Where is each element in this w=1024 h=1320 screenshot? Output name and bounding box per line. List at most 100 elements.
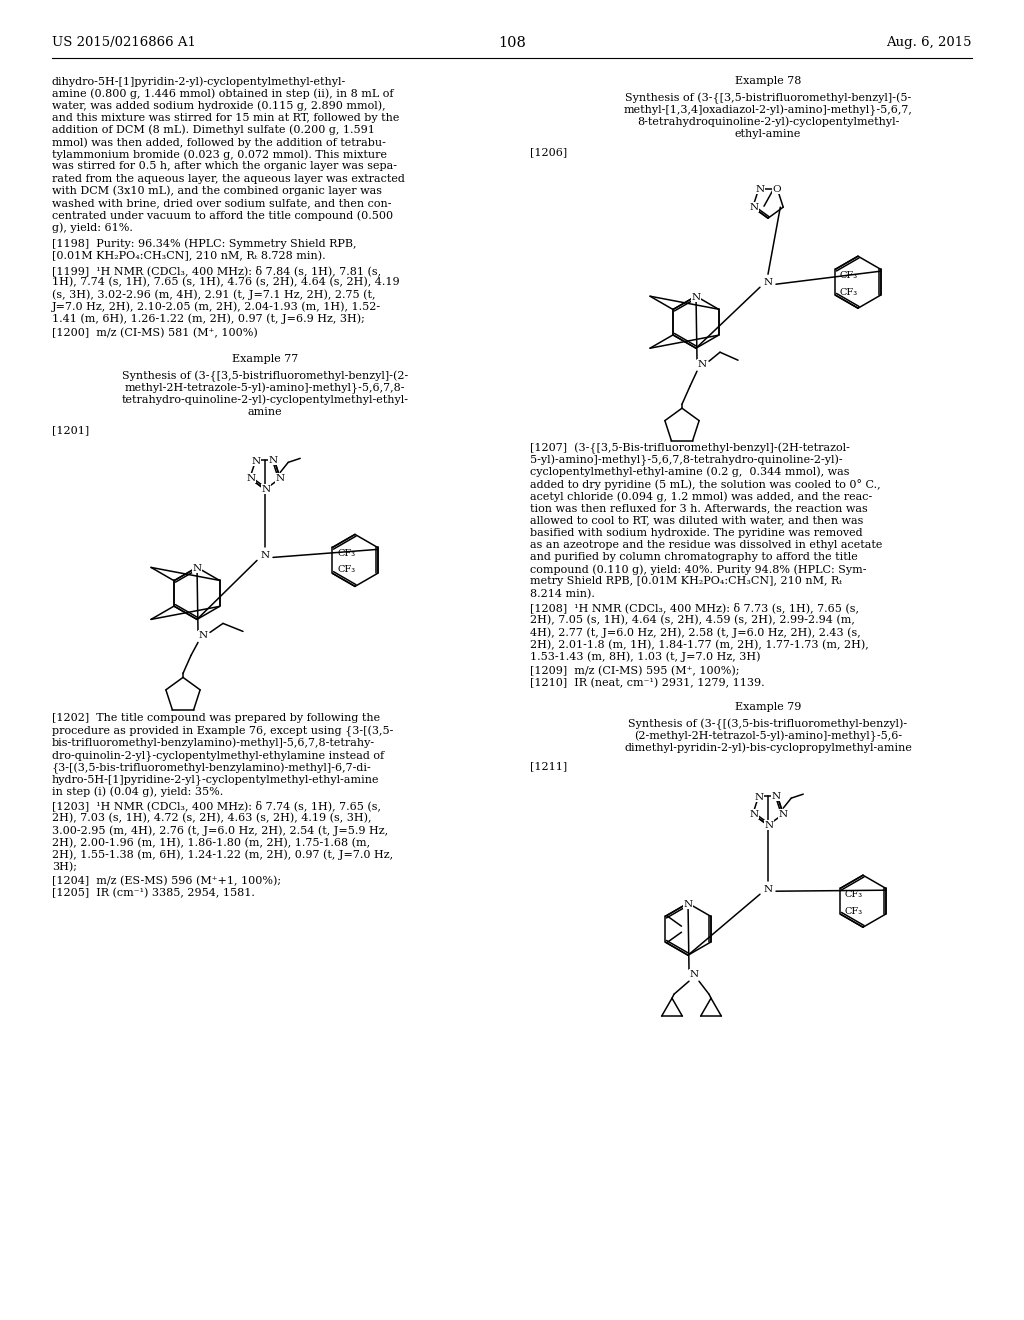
Text: CF₃: CF₃	[845, 890, 862, 899]
Text: 5-yl)-amino]-methyl}-5,6,7,8-tetrahydro-quinoline-2-yl)-: 5-yl)-amino]-methyl}-5,6,7,8-tetrahydro-…	[530, 454, 843, 466]
Text: N: N	[754, 793, 763, 801]
Text: N: N	[251, 457, 260, 466]
Text: N: N	[764, 884, 772, 894]
Text: Example 77: Example 77	[231, 354, 298, 364]
Text: 3H);: 3H);	[52, 862, 77, 873]
Text: g), yield: 61%.: g), yield: 61%.	[52, 222, 133, 232]
Text: Example 78: Example 78	[735, 77, 801, 86]
Text: Synthesis of (3-{[3,5-bistrifluoromethyl-benzyl]-(5-: Synthesis of (3-{[3,5-bistrifluoromethyl…	[625, 92, 911, 103]
Text: US 2015/0216866 A1: US 2015/0216866 A1	[52, 36, 196, 49]
Text: [1200]  m/z (CI-MS) 581 (M⁺, 100%): [1200] m/z (CI-MS) 581 (M⁺, 100%)	[52, 327, 258, 338]
Text: dihydro-5H-[1]pyridin-2-yl)-cyclopentylmethyl-ethyl-: dihydro-5H-[1]pyridin-2-yl)-cyclopentylm…	[52, 77, 346, 87]
Text: Synthesis of (3-{[3,5-bistrifluoromethyl-benzyl]-(2-: Synthesis of (3-{[3,5-bistrifluoromethyl…	[122, 371, 409, 381]
Text: added to dry pyridine (5 mL), the solution was cooled to 0° C.,: added to dry pyridine (5 mL), the soluti…	[530, 479, 881, 490]
Text: CF₃: CF₃	[845, 907, 862, 916]
Text: CF₃: CF₃	[840, 288, 858, 297]
Text: [0.01M KH₂PO₄:CH₃CN], 210 nM, Rₜ 8.728 min).: [0.01M KH₂PO₄:CH₃CN], 210 nM, Rₜ 8.728 m…	[52, 251, 326, 261]
Text: with DCM (3x10 mL), and the combined organic layer was: with DCM (3x10 mL), and the combined org…	[52, 186, 382, 197]
Text: N: N	[269, 455, 278, 465]
Text: 8.214 min).: 8.214 min).	[530, 589, 595, 599]
Text: compound (0.110 g), yield: 40%. Purity 94.8% (HPLC: Sym-: compound (0.110 g), yield: 40%. Purity 9…	[530, 564, 866, 574]
Text: N: N	[750, 809, 759, 818]
Text: [1203]  ¹H NMR (CDCl₃, 400 MHz): δ 7.74 (s, 1H), 7.65 (s,: [1203] ¹H NMR (CDCl₃, 400 MHz): δ 7.74 (…	[52, 801, 381, 812]
Text: [1202]  The title compound was prepared by following the: [1202] The title compound was prepared b…	[52, 713, 380, 723]
Text: [1198]  Purity: 96.34% (HPLC: Symmetry Shield RPB,: [1198] Purity: 96.34% (HPLC: Symmetry Sh…	[52, 239, 356, 249]
Text: dimethyl-pyridin-2-yl)-bis-cyclopropylmethyl-amine: dimethyl-pyridin-2-yl)-bis-cyclopropylme…	[624, 743, 912, 754]
Text: N: N	[193, 564, 202, 573]
Text: [1210]  IR (neat, cm⁻¹) 2931, 1279, 1139.: [1210] IR (neat, cm⁻¹) 2931, 1279, 1139.	[530, 678, 765, 688]
Text: 108: 108	[498, 36, 526, 50]
Text: [1209]  m/z (CI-MS) 595 (M⁺, 100%);: [1209] m/z (CI-MS) 595 (M⁺, 100%);	[530, 665, 739, 676]
Text: metry Shield RPB, [0.01M KH₂PO₄:CH₃CN], 210 nM, Rₜ: metry Shield RPB, [0.01M KH₂PO₄:CH₃CN], …	[530, 577, 842, 586]
Text: {3-[(3,5-bis-trifluoromethyl-benzylamino)-methyl]-6,7-di-: {3-[(3,5-bis-trifluoromethyl-benzylamino…	[52, 762, 372, 774]
Text: Example 79: Example 79	[735, 702, 801, 713]
Text: cyclopentylmethyl-ethyl-amine (0.2 g,  0.344 mmol), was: cyclopentylmethyl-ethyl-amine (0.2 g, 0.…	[530, 466, 850, 477]
Text: [1206]: [1206]	[530, 147, 567, 157]
Text: CF₃: CF₃	[840, 271, 858, 280]
Text: tylammonium bromide (0.023 g, 0.072 mmol). This mixture: tylammonium bromide (0.023 g, 0.072 mmol…	[52, 149, 387, 160]
Text: [1205]  IR (cm⁻¹) 3385, 2954, 1581.: [1205] IR (cm⁻¹) 3385, 2954, 1581.	[52, 888, 255, 899]
Text: N: N	[246, 474, 255, 483]
Text: hydro-5H-[1]pyridine-2-yl}-cyclopentylmethyl-ethyl-amine: hydro-5H-[1]pyridine-2-yl}-cyclopentylme…	[52, 775, 380, 785]
Text: procedure as provided in Example 76, except using {3-[(3,5-: procedure as provided in Example 76, exc…	[52, 726, 393, 737]
Text: water, was added sodium hydroxide (0.115 g, 2.890 mmol),: water, was added sodium hydroxide (0.115…	[52, 100, 386, 111]
Text: allowed to cool to RT, was diluted with water, and then was: allowed to cool to RT, was diluted with …	[530, 515, 863, 525]
Text: N: N	[697, 360, 707, 368]
Text: and this mixture was stirred for 15 min at RT, followed by the: and this mixture was stirred for 15 min …	[52, 112, 399, 123]
Text: 8-tetrahydroquinoline-2-yl)-cyclopentylmethyl-: 8-tetrahydroquinoline-2-yl)-cyclopentylm…	[637, 116, 899, 127]
Text: 1.41 (m, 6H), 1.26-1.22 (m, 2H), 0.97 (t, J=6.9 Hz, 3H);: 1.41 (m, 6H), 1.26-1.22 (m, 2H), 0.97 (t…	[52, 314, 365, 325]
Text: amine (0.800 g, 1.446 mmol) obtained in step (ii), in 8 mL of: amine (0.800 g, 1.446 mmol) obtained in …	[52, 88, 393, 99]
Text: methyl-2H-tetrazole-5-yl)-amino]-methyl}-5,6,7,8-: methyl-2H-tetrazole-5-yl)-amino]-methyl}…	[125, 383, 406, 393]
Text: 1.53-1.43 (m, 8H), 1.03 (t, J=7.0 Hz, 3H): 1.53-1.43 (m, 8H), 1.03 (t, J=7.0 Hz, 3H…	[530, 652, 761, 663]
Text: basified with sodium hydroxide. The pyridine was removed: basified with sodium hydroxide. The pyri…	[530, 528, 862, 537]
Text: 3.00-2.95 (m, 4H), 2.76 (t, J=6.0 Hz, 2H), 2.54 (t, J=5.9 Hz,: 3.00-2.95 (m, 4H), 2.76 (t, J=6.0 Hz, 2H…	[52, 825, 388, 836]
Text: as an azeotrope and the residue was dissolved in ethyl acetate: as an azeotrope and the residue was diss…	[530, 540, 883, 550]
Text: 2H), 7.05 (s, 1H), 4.64 (s, 2H), 4.59 (s, 2H), 2.99-2.94 (m,: 2H), 7.05 (s, 1H), 4.64 (s, 2H), 4.59 (s…	[530, 615, 855, 626]
Text: and purified by column chromatography to afford the title: and purified by column chromatography to…	[530, 552, 858, 562]
Text: CF₃: CF₃	[338, 549, 355, 558]
Text: N: N	[755, 185, 764, 194]
Text: tion was then refluxed for 3 h. Afterwards, the reaction was: tion was then refluxed for 3 h. Afterwar…	[530, 503, 867, 513]
Text: [1204]  m/z (ES-MS) 596 (M⁺+1, 100%);: [1204] m/z (ES-MS) 596 (M⁺+1, 100%);	[52, 876, 282, 886]
Text: N: N	[689, 970, 698, 978]
Text: amine: amine	[248, 407, 283, 417]
Text: in step (i) (0.04 g), yield: 35%.: in step (i) (0.04 g), yield: 35%.	[52, 787, 223, 797]
Text: 2H), 2.01-1.8 (m, 1H), 1.84-1.77 (m, 2H), 1.77-1.73 (m, 2H),: 2H), 2.01-1.8 (m, 1H), 1.84-1.77 (m, 2H)…	[530, 639, 868, 649]
Text: N: N	[765, 821, 773, 830]
Text: 2H), 7.03 (s, 1H), 4.72 (s, 2H), 4.63 (s, 2H), 4.19 (s, 3H),: 2H), 7.03 (s, 1H), 4.72 (s, 2H), 4.63 (s…	[52, 813, 372, 824]
Text: [1208]  ¹H NMR (CDCl₃, 400 MHz): δ 7.73 (s, 1H), 7.65 (s,: [1208] ¹H NMR (CDCl₃, 400 MHz): δ 7.73 (…	[530, 603, 859, 614]
Text: CF₃: CF₃	[338, 565, 355, 574]
Text: bis-trifluoromethyl-benzylamino)-methyl]-5,6,7,8-tetrahy-: bis-trifluoromethyl-benzylamino)-methyl]…	[52, 738, 375, 748]
Text: N: N	[261, 484, 270, 494]
Text: N: N	[691, 293, 700, 302]
Text: 4H), 2.77 (t, J=6.0 Hz, 2H), 2.58 (t, J=6.0 Hz, 2H), 2.43 (s,: 4H), 2.77 (t, J=6.0 Hz, 2H), 2.58 (t, J=…	[530, 627, 861, 638]
Text: [1207]  (3-{[3,5-Bis-trifluoromethyl-benzyl]-(2H-tetrazol-: [1207] (3-{[3,5-Bis-trifluoromethyl-benz…	[530, 442, 850, 454]
Text: N: N	[750, 203, 759, 211]
Text: acetyl chloride (0.094 g, 1.2 mmol) was added, and the reac-: acetyl chloride (0.094 g, 1.2 mmol) was …	[530, 491, 872, 502]
Text: 2H), 1.55-1.38 (m, 6H), 1.24-1.22 (m, 2H), 0.97 (t, J=7.0 Hz,: 2H), 1.55-1.38 (m, 6H), 1.24-1.22 (m, 2H…	[52, 850, 393, 861]
Text: (s, 3H), 3.02-2.96 (m, 4H), 2.91 (t, J=7.1 Hz, 2H), 2.75 (t,: (s, 3H), 3.02-2.96 (m, 4H), 2.91 (t, J=7…	[52, 289, 376, 300]
Text: [1211]: [1211]	[530, 762, 567, 771]
Text: N: N	[764, 277, 772, 286]
Text: washed with brine, dried over sodium sulfate, and then con-: washed with brine, dried over sodium sul…	[52, 198, 391, 209]
Text: N: N	[275, 474, 285, 483]
Text: tetrahydro-quinoline-2-yl)-cyclopentylmethyl-ethyl-: tetrahydro-quinoline-2-yl)-cyclopentylme…	[122, 395, 409, 405]
Text: ethyl-amine: ethyl-amine	[735, 129, 801, 139]
Text: N: N	[260, 550, 269, 560]
Text: rated from the aqueous layer, the aqueous layer was extracted: rated from the aqueous layer, the aqueou…	[52, 174, 404, 183]
Text: N: N	[778, 809, 787, 818]
Text: (2-methyl-2H-tetrazol-5-yl)-amino]-methyl}-5,6-: (2-methyl-2H-tetrazol-5-yl)-amino]-methy…	[634, 730, 902, 742]
Text: Synthesis of (3-{[(3,5-bis-trifluoromethyl-benzyl)-: Synthesis of (3-{[(3,5-bis-trifluorometh…	[629, 718, 907, 730]
Text: [1199]  ¹H NMR (CDCl₃, 400 MHz): δ 7.84 (s, 1H), 7.81 (s,: [1199] ¹H NMR (CDCl₃, 400 MHz): δ 7.84 (…	[52, 265, 381, 276]
Text: J=7.0 Hz, 2H), 2.10-2.05 (m, 2H), 2.04-1.93 (m, 1H), 1.52-: J=7.0 Hz, 2H), 2.10-2.05 (m, 2H), 2.04-1…	[52, 301, 381, 312]
Text: Aug. 6, 2015: Aug. 6, 2015	[887, 36, 972, 49]
Text: N: N	[199, 631, 208, 640]
Text: dro-quinolin-2-yl}-cyclopentylmethyl-ethylamine instead of: dro-quinolin-2-yl}-cyclopentylmethyl-eth…	[52, 750, 384, 760]
Text: O: O	[772, 185, 780, 194]
Text: was stirred for 0.5 h, after which the organic layer was sepa-: was stirred for 0.5 h, after which the o…	[52, 161, 397, 172]
Text: [1201]: [1201]	[52, 425, 89, 436]
Text: 1H), 7.74 (s, 1H), 7.65 (s, 1H), 4.76 (s, 2H), 4.64 (s, 2H), 4.19: 1H), 7.74 (s, 1H), 7.65 (s, 1H), 4.76 (s…	[52, 277, 399, 288]
Text: N: N	[772, 792, 781, 801]
Text: mmol) was then added, followed by the addition of tetrabu-: mmol) was then added, followed by the ad…	[52, 137, 386, 148]
Text: N: N	[683, 900, 692, 908]
